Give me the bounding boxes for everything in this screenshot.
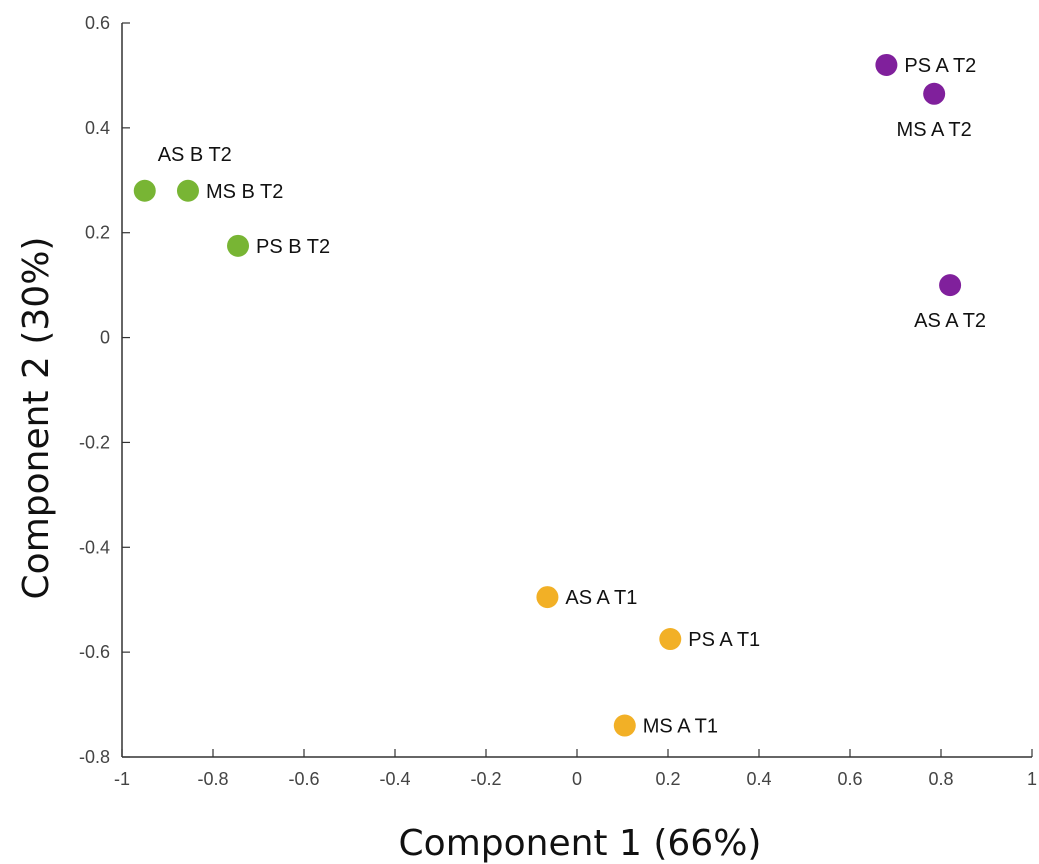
y-tick-label: 0.4 bbox=[85, 118, 110, 138]
x-tick-label: 1 bbox=[1027, 769, 1037, 789]
data-point bbox=[536, 586, 559, 609]
y-axis-ticks: -0.8 -0.6 -0.4 -0.2 0 0.2 0.4 0.6 bbox=[79, 13, 130, 767]
point-label: AS A T1 bbox=[565, 587, 637, 609]
x-axis-title: Component 1 (66%) bbox=[399, 823, 762, 864]
point-label: AS B T2 bbox=[158, 144, 232, 166]
axes bbox=[121, 23, 1032, 758]
y-tick-label: -0.4 bbox=[79, 537, 110, 557]
x-tick-label: -0.6 bbox=[288, 769, 319, 789]
data-point bbox=[227, 234, 250, 257]
x-tick-label: 0.2 bbox=[655, 769, 680, 789]
x-tick-label: 0.6 bbox=[837, 769, 862, 789]
x-tick-label: -0.4 bbox=[379, 769, 410, 789]
x-tick-label: -0.8 bbox=[197, 769, 228, 789]
x-tick-label: -1 bbox=[114, 769, 130, 789]
point-label: MS B T2 bbox=[206, 181, 283, 203]
data-point bbox=[923, 82, 946, 105]
y-tick-label: -0.8 bbox=[79, 747, 110, 767]
data-point bbox=[939, 274, 962, 297]
point-label: PS B T2 bbox=[256, 236, 330, 258]
y-tick-label: 0.6 bbox=[85, 13, 110, 33]
x-axis-ticks: -1 -0.8 -0.6 -0.4 -0.2 0 0.2 0.4 0.6 0.8 1 bbox=[114, 749, 1037, 789]
y-tick-label: 0.2 bbox=[85, 223, 110, 243]
y-tick-label: -0.6 bbox=[79, 642, 110, 662]
x-tick-label: 0.8 bbox=[928, 769, 953, 789]
data-point bbox=[875, 53, 898, 76]
point-label: AS A T2 bbox=[914, 310, 986, 332]
point-label: PS A T2 bbox=[904, 55, 976, 77]
point-label: MS A T1 bbox=[643, 716, 718, 738]
x-tick-label: 0.4 bbox=[746, 769, 771, 789]
data-point bbox=[176, 179, 199, 202]
data-points: AS B T2 MS B T2 PS B T2 PS A T2 MS A T2 AS A … bbox=[133, 53, 986, 738]
x-tick-label: -0.2 bbox=[470, 769, 501, 789]
data-point bbox=[613, 714, 636, 737]
y-tick-label: -0.2 bbox=[79, 432, 110, 452]
point-label: PS A T1 bbox=[688, 629, 760, 651]
data-point bbox=[133, 179, 156, 202]
point-label: MS A T2 bbox=[897, 119, 972, 141]
y-axis-title: Component 2 (30%) bbox=[16, 237, 57, 600]
y-tick-label: 0 bbox=[100, 328, 110, 348]
x-tick-label: 0 bbox=[572, 769, 582, 789]
data-point bbox=[659, 628, 682, 651]
